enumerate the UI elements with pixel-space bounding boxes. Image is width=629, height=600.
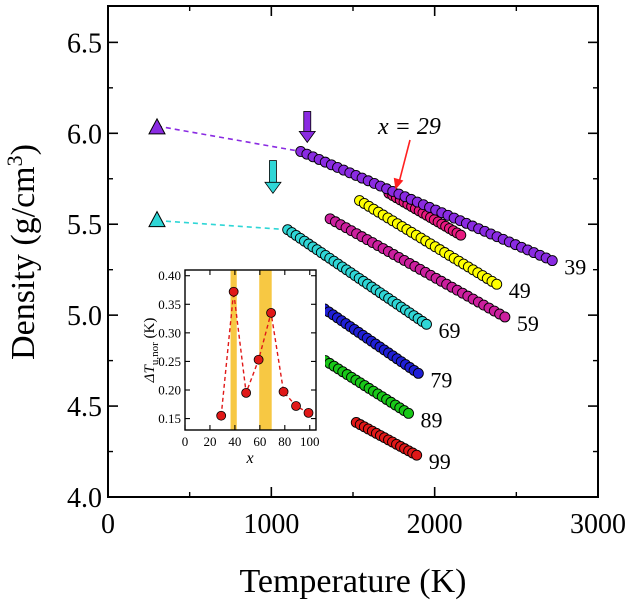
series-label-99: 99 (429, 449, 451, 474)
annotation-x29: x = 29 (377, 114, 441, 190)
inset-y-tick-label: 0.35 (158, 297, 181, 312)
inset-y-tick-label: 0.25 (158, 354, 181, 369)
y-tick-label: 4.0 (67, 483, 102, 514)
inset-y-tick-label: 0.40 (158, 268, 181, 283)
y-tick-label: 6.5 (67, 28, 102, 59)
inset-data-point (266, 307, 276, 318)
inset-axes-ticks: 0 20 40 60 80 100 0.15 0.20 0.25 0.30 0.35 0.40 (158, 268, 319, 449)
arrow-layer (264, 111, 317, 194)
cyan-extrapolation-triangle-marker (148, 210, 166, 228)
y-axis-label: Density (g/cm3) (2, 144, 42, 360)
inset-y-tick-label: 0.30 (158, 325, 181, 340)
inset-y-axis-label: ΔTu,nor (K) (142, 318, 161, 384)
inset-data-point (291, 401, 301, 411)
inset-x-tick-label: 80 (278, 434, 291, 449)
inset-x-tick-label: 0 (182, 434, 189, 449)
inset-y-axis-label-sub: u,nor (149, 342, 161, 365)
inset-y-axis-label-delta: ΔT (142, 364, 158, 384)
data-point (412, 367, 424, 379)
series-label-59: 59 (517, 311, 539, 336)
cyan-extrapolation-line (156, 219, 288, 231)
annotation-x29-label: x = 29 (377, 114, 441, 140)
inset-data-point (216, 410, 227, 421)
series-89 (319, 355, 414, 419)
y-tick-label: 5.5 (67, 210, 102, 241)
series-99 (350, 416, 423, 461)
inset-x-tick-label: 40 (228, 434, 241, 449)
series-layer (282, 146, 558, 461)
violet-arrow-shaft (303, 111, 312, 133)
inset-y-tick-label: 0.20 (158, 383, 181, 398)
y-axis-label-superscript: 3 (2, 155, 27, 166)
series-label-79: 79 (430, 367, 452, 392)
x-tick-label: 1000 (243, 509, 299, 540)
x-tick-label: 0 (101, 509, 115, 540)
y-tick-label: 5.0 (67, 301, 102, 332)
x-axis-label: Temperature (K) (240, 563, 467, 600)
inset-highlight-band (259, 270, 272, 430)
data-point (421, 318, 432, 330)
inset-chart: 0 20 40 60 80 100 0.15 0.20 0.25 0.30 0.35 0.40 x Δ… (140, 268, 325, 472)
data-point (411, 449, 423, 461)
violet-extrapolation-line (156, 125, 301, 153)
y-axis-label-close: ) (5, 144, 42, 155)
annotation-x29-arrowhead (393, 177, 404, 190)
inset-data-point (253, 354, 264, 365)
series-label-layer: 39 49 59 69 79 89 99 (421, 255, 587, 475)
inset-frame (184, 269, 317, 431)
x-tick-label: 2000 (407, 509, 463, 540)
cyan-arrow-shaft (269, 160, 277, 184)
data-point (455, 229, 467, 241)
data-point (491, 278, 503, 290)
y-tick-label: 6.0 (67, 119, 102, 150)
annotation-x29-pointer (398, 139, 411, 181)
data-point (546, 255, 558, 267)
series-label-89: 89 (421, 407, 443, 432)
data-point (403, 407, 414, 419)
inset-y-axis-label-unit: (K) (142, 318, 158, 343)
inset-x-tick-label: 60 (253, 434, 266, 449)
inset-x-tick-label: 20 (203, 434, 216, 449)
cyan-arrow-head (264, 181, 282, 194)
inset-data-point (241, 387, 252, 398)
inset-y-tick-label: 0.15 (158, 411, 181, 426)
inset-data-point (228, 286, 239, 297)
data-point (499, 311, 511, 323)
inset-highlight-band (230, 270, 237, 430)
inset-data-point (278, 386, 289, 397)
inset-x-axis-label: x (245, 450, 253, 467)
series-69 (282, 224, 432, 330)
extrapolation-layer (148, 117, 301, 231)
y-tick-label: 4.5 (67, 392, 102, 423)
series-label-39: 39 (564, 255, 586, 280)
series-59 (324, 213, 511, 323)
inset-data-point (303, 407, 314, 418)
violet-extrapolation-triangle-marker (148, 117, 166, 135)
series-label-69: 69 (439, 318, 461, 343)
series-label-49: 49 (509, 278, 531, 303)
x-tick-label: 3000 (570, 509, 626, 540)
inset-x-tick-label: 100 (300, 434, 320, 449)
violet-arrow-head (298, 130, 317, 144)
series-39 (295, 146, 558, 267)
y-axis-label-main: Density (g/cm (5, 166, 42, 360)
inset-data (216, 286, 314, 421)
series-49 (354, 195, 503, 290)
